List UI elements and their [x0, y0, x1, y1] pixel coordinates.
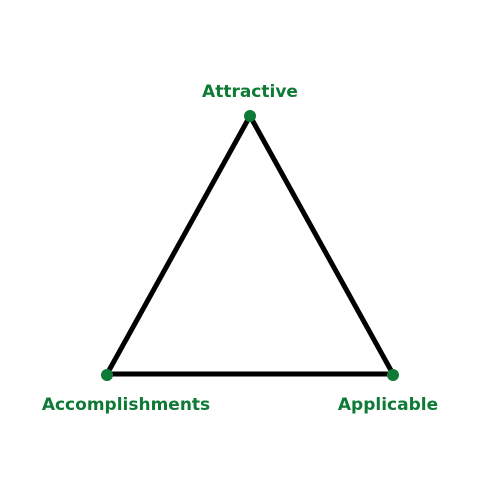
node-accomplishments-label: Accomplishments: [42, 395, 210, 415]
node-accomplishments-dot: [101, 369, 113, 381]
edge-attractive-applicable: [247, 114, 396, 376]
node-attractive-dot: [244, 110, 256, 122]
edge-attractive-accomplishments: [104, 114, 253, 376]
node-attractive-label: Attractive: [202, 82, 298, 102]
node-applicable-label: Applicable: [338, 395, 438, 415]
node-applicable-dot: [387, 369, 399, 381]
